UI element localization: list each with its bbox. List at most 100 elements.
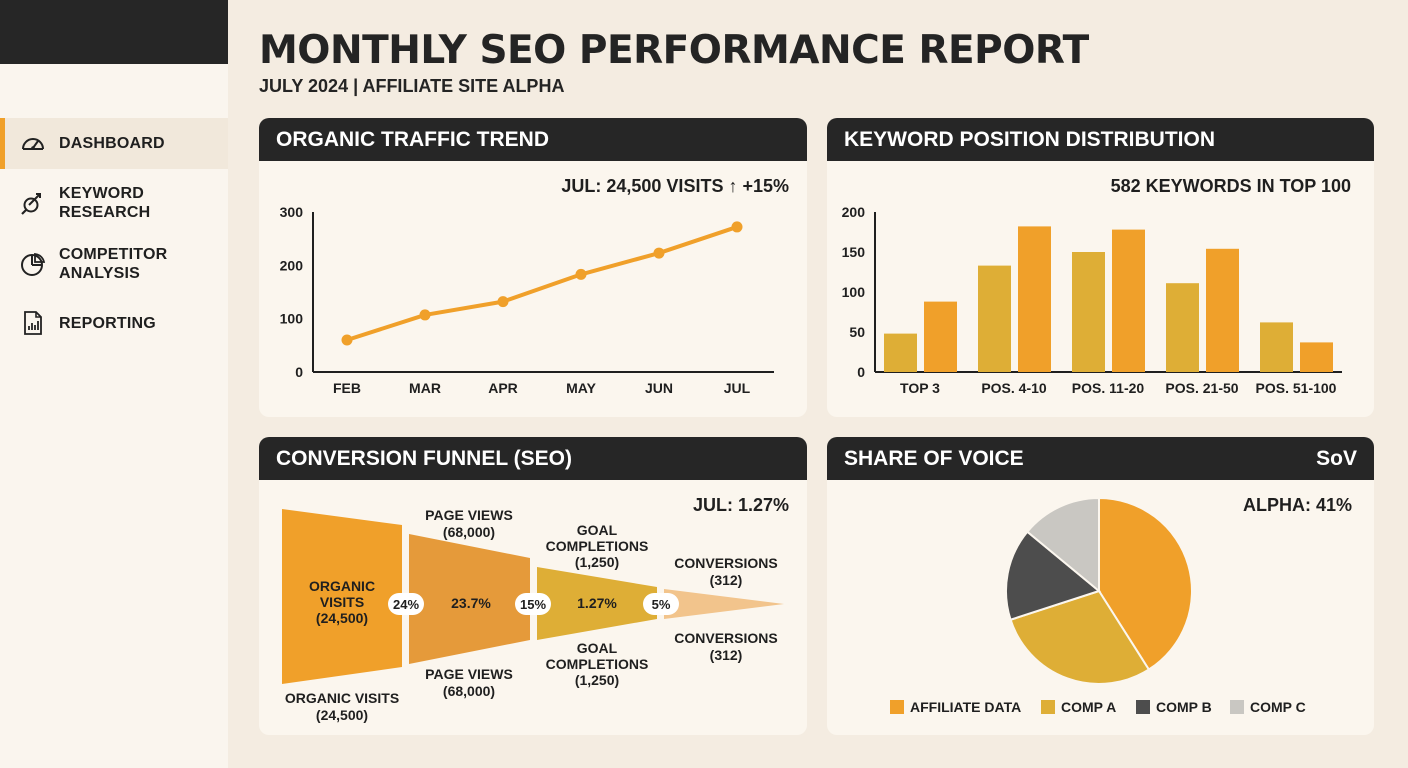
funnel-stage-conversions: [664, 589, 784, 619]
y-tick-label: 200: [280, 257, 304, 273]
funnel-rate-label: 5%: [652, 597, 671, 612]
legend-swatch: [1136, 700, 1150, 714]
funnel-rate-label: 15%: [520, 597, 546, 612]
y-tick-label: 200: [842, 204, 866, 220]
report-document-icon: [20, 310, 46, 336]
legend-swatch: [1041, 700, 1055, 714]
funnel-organic-bottom-label: ORGANIC VISITS (24,500): [285, 690, 399, 723]
sidebar-item-label: REPORTING: [59, 315, 156, 332]
keyword-distribution-title: KEYWORD POSITION DISTRIBUTION: [844, 127, 1216, 151]
x-tick-label: MAR: [409, 380, 441, 396]
funnel-goals-bottom-label: GOAL COMPLETIONS (1,250): [546, 640, 649, 688]
funnel-conversions-top-label: CONVERSIONS (312): [674, 555, 777, 588]
funnel-callout: JUL: 1.27%: [693, 495, 789, 515]
x-tick-label: POS. 51-100: [1256, 380, 1337, 396]
sidebar-item-keyword-research[interactable]: KEYWORD RESEARCH: [0, 180, 228, 226]
legend-label: COMP C: [1250, 699, 1306, 715]
traffic-callout: JUL: 24,500 VISITS ↑ +15%: [561, 176, 789, 196]
funnel-stage-goals: [537, 567, 657, 640]
keyword-bar: [1112, 229, 1145, 372]
sidebar: DASHBOARD KEYWORD RESEARCH COMPETITOR AN…: [0, 0, 228, 768]
pie-chart-icon: [20, 251, 46, 277]
y-tick-label: 100: [280, 311, 304, 327]
y-tick-label: 100: [842, 284, 866, 300]
organic-traffic-card: ORGANIC TRAFFIC TREND JUL: 24,500 VISITS…: [259, 118, 807, 417]
organic-traffic-title: ORGANIC TRAFFIC TREND: [276, 127, 549, 151]
sidebar-item-reporting[interactable]: REPORTING: [0, 308, 228, 338]
funnel-goals-top-label: GOAL COMPLETIONS (1,250): [546, 522, 649, 570]
pie-slice: [1025, 496, 1100, 594]
x-tick-label: POS. 4-10: [981, 380, 1047, 396]
funnel-conversions-bottom-label: CONVERSIONS (312): [674, 630, 777, 663]
keyword-callout: 582 KEYWORDS IN TOP 100: [1111, 176, 1351, 196]
keyword-bar: [884, 333, 917, 372]
x-tick-label: JUL: [724, 380, 751, 396]
keyword-distribution-card: KEYWORD POSITION DISTRIBUTION 582 KEYWOR…: [827, 118, 1374, 417]
funnel-pageviews-bottom-label: PAGE VIEWS (68,000): [425, 666, 513, 699]
sidebar-item-label: DASHBOARD: [59, 135, 165, 152]
funnel-rate-pill: [388, 593, 424, 615]
x-tick-label: JUN: [645, 380, 673, 396]
funnel-rate-label: 24%: [393, 597, 419, 612]
traffic-data-point: [419, 309, 431, 321]
y-tick-label: 50: [849, 324, 865, 340]
sidebar-item-label: KEYWORD RESEARCH: [59, 185, 151, 221]
funnel-rate-pill: [515, 593, 551, 615]
conversion-funnel-card: CONVERSION FUNNEL (SEO) JUL: 1.27% ORGANI…: [259, 437, 807, 735]
funnel-rate-pill: [643, 593, 679, 615]
keyword-search-icon: [20, 190, 46, 216]
funnel-inner-value: 23.7%: [451, 595, 491, 611]
keyword-bar: [1166, 283, 1199, 372]
funnel-organic-label: ORGANIC VISITS (24,500): [309, 578, 375, 626]
pie-slice: [1005, 530, 1102, 621]
legend-label: COMP B: [1156, 699, 1212, 715]
share-of-voice-card: SHARE OF VOICE SoV ALPHA: 41% AFFILIATE D…: [827, 437, 1374, 735]
y-tick-label: 0: [857, 364, 865, 380]
x-tick-label: MAY: [566, 380, 596, 396]
keyword-bar: [1260, 322, 1293, 372]
traffic-data-point: [497, 296, 509, 308]
funnel-stage-pageviews: [409, 534, 530, 664]
x-tick-label: APR: [488, 380, 518, 396]
x-tick-label: POS. 21-50: [1165, 380, 1238, 396]
share-of-voice-chart: ALPHA: 41% AFFILIATE DATA COMP A COMP B COMP…: [890, 495, 1352, 715]
page-title: MONTHLY SEO PERFORMANCE REPORT: [259, 28, 1089, 73]
keyword-bar: [1072, 252, 1105, 372]
sidebar-item-dashboard[interactable]: DASHBOARD: [0, 118, 228, 169]
y-tick-label: 150: [842, 244, 866, 260]
funnel-stage-organic: [282, 509, 402, 684]
traffic-series-line: [346, 225, 738, 342]
keyword-bar: [1206, 248, 1239, 372]
sidebar-item-label: COMPETITOR ANALYSIS: [59, 246, 168, 282]
funnel-inner-value: 1.27%: [577, 595, 617, 611]
keyword-bar: [978, 265, 1011, 372]
sidebar-top-bar: [0, 0, 228, 64]
organic-traffic-chart: JUL: 24,500 VISITS ↑ +15% 0 100 200 300 FEB MA…: [280, 176, 789, 396]
legend-swatch: [1230, 700, 1244, 714]
legend-label: AFFILIATE DATA: [910, 699, 1021, 715]
conversion-funnel-header: CONVERSION FUNNEL (SEO): [259, 437, 807, 480]
x-tick-label: FEB: [333, 380, 361, 396]
y-tick-label: 300: [280, 204, 304, 220]
share-of-voice-title: SHARE OF VOICE: [844, 446, 1024, 470]
sidebar-item-competitor-analysis[interactable]: COMPETITOR ANALYSIS: [0, 241, 228, 287]
conversion-funnel-diagram: JUL: 1.27% ORGANIC VISITS (24,500) 23.7% 1.27…: [282, 495, 789, 723]
x-tick-label: POS. 11-20: [1072, 380, 1145, 396]
funnel-pageviews-top-label: PAGE VIEWS (68,000): [425, 507, 513, 540]
x-tick-label: TOP 3: [900, 380, 940, 396]
traffic-data-point: [575, 268, 587, 280]
traffic-data-point: [731, 221, 743, 233]
keyword-distribution-chart: 582 KEYWORDS IN TOP 100 0 50 100 150 200 TOP 3…: [842, 176, 1351, 396]
sov-callout: ALPHA: 41%: [1243, 495, 1352, 515]
legend-label: COMP A: [1061, 699, 1116, 715]
pie-slice: [1009, 589, 1151, 685]
keyword-distribution-header: KEYWORD POSITION DISTRIBUTION: [827, 118, 1374, 161]
legend-swatch: [890, 700, 904, 714]
traffic-data-point: [341, 334, 353, 346]
share-of-voice-header: SHARE OF VOICE SoV: [827, 437, 1374, 480]
traffic-data-point: [653, 247, 665, 259]
keyword-bar: [1300, 342, 1333, 372]
share-of-voice-tag: SoV: [1316, 446, 1357, 470]
gauge-icon: [20, 131, 46, 157]
keyword-bar: [1018, 226, 1051, 372]
